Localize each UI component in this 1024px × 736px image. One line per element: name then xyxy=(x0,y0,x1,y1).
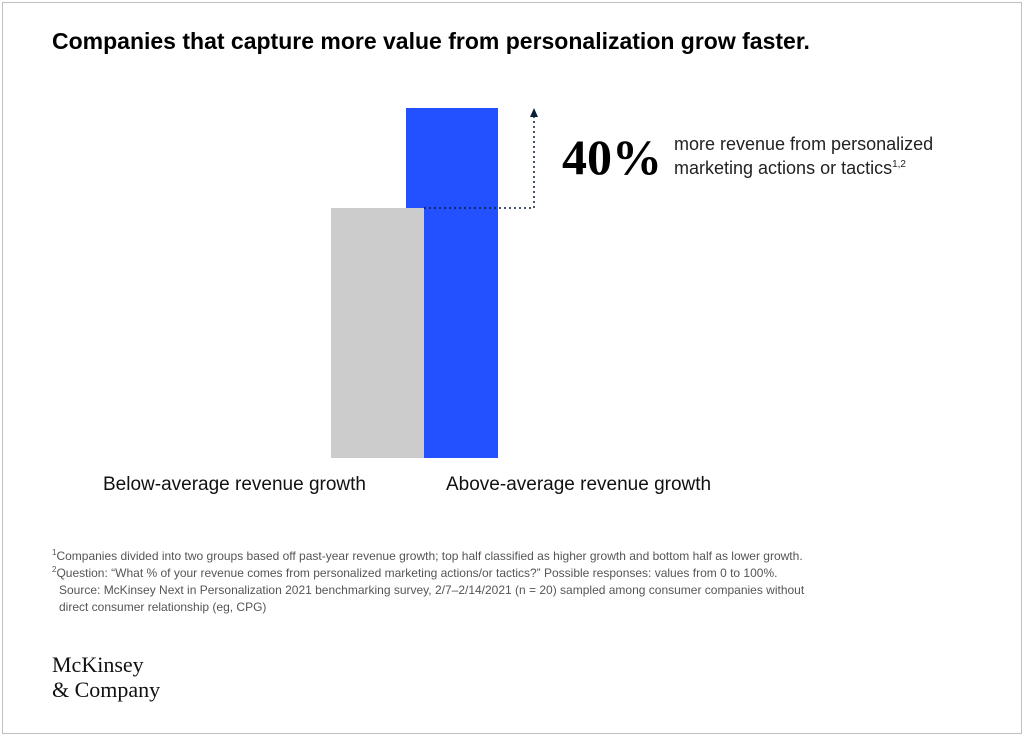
footnotes: 1Companies divided into two groups based… xyxy=(52,548,952,616)
footnote-marker: 1 xyxy=(52,548,57,557)
bar-below-average xyxy=(331,208,424,458)
callout-description-text: more revenue from personalized marketing… xyxy=(674,134,934,178)
mckinsey-logo: McKinsey & Company xyxy=(52,652,160,702)
logo-line-1: McKinsey xyxy=(52,652,144,677)
footnote-text: Source: McKinsey Next in Personalization… xyxy=(59,583,805,597)
footnote-text: direct consumer relationship (eg, CPG) xyxy=(59,600,267,614)
footnote-source-cont: direct consumer relationship (eg, CPG) xyxy=(52,599,952,616)
logo-line-2: & Company xyxy=(52,677,161,702)
category-label-below-average: Below-average revenue growth xyxy=(103,474,366,495)
category-label-above-average: Above-average revenue growth xyxy=(446,474,712,495)
footnote-1: 1Companies divided into two groups based… xyxy=(52,548,952,565)
callout-dotted-connector xyxy=(424,116,535,209)
chart-title: Companies that capture more value from p… xyxy=(52,28,810,54)
callout-footnote-marker: 1,2 xyxy=(892,159,906,170)
footnote-text: Companies divided into two groups based … xyxy=(56,549,803,563)
footnote-source: Source: McKinsey Next in Personalization… xyxy=(52,582,952,599)
footnote-2: 2Question: “What % of your revenue comes… xyxy=(52,565,952,582)
callout-description: more revenue from personalized marketing… xyxy=(674,132,994,180)
callout-percent: 40% xyxy=(562,129,662,185)
footnote-marker: 2 xyxy=(52,565,57,574)
arrow-up-icon xyxy=(530,108,538,117)
footnote-text: Question: “What % of your revenue comes … xyxy=(56,566,778,580)
